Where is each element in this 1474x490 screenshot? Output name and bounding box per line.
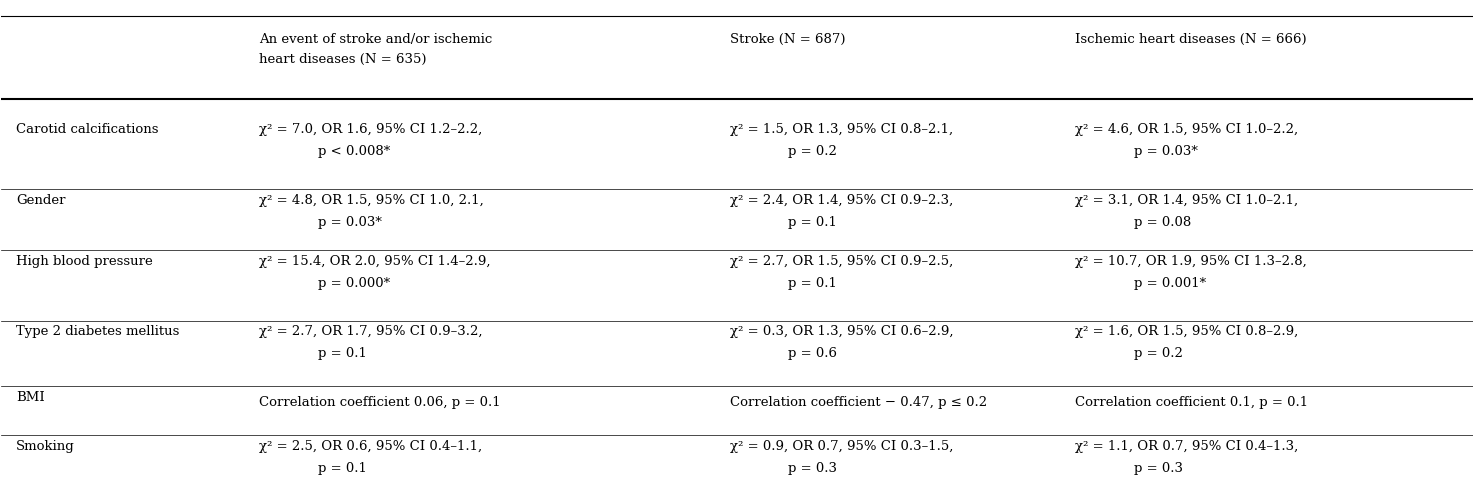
Text: heart diseases (N = 635): heart diseases (N = 635) [259, 52, 426, 66]
Text: χ² = 0.9, OR 0.7, 95% CI 0.3–1.5,: χ² = 0.9, OR 0.7, 95% CI 0.3–1.5, [730, 440, 954, 453]
Text: Ischemic heart diseases (N = 666): Ischemic heart diseases (N = 666) [1076, 33, 1307, 46]
Text: High blood pressure: High blood pressure [16, 255, 153, 268]
Text: χ² = 1.6, OR 1.5, 95% CI 0.8–2.9,: χ² = 1.6, OR 1.5, 95% CI 0.8–2.9, [1076, 325, 1299, 339]
Text: p = 0.08: p = 0.08 [1134, 216, 1191, 229]
Text: χ² = 4.8, OR 1.5, 95% CI 1.0, 2.1,: χ² = 4.8, OR 1.5, 95% CI 1.0, 2.1, [259, 194, 483, 207]
Text: Stroke (N = 687): Stroke (N = 687) [730, 33, 845, 46]
Text: p = 0.1: p = 0.1 [318, 347, 367, 360]
Text: Correlation coefficient − 0.47, p ≤ 0.2: Correlation coefficient − 0.47, p ≤ 0.2 [730, 396, 986, 409]
Text: Type 2 diabetes mellitus: Type 2 diabetes mellitus [16, 325, 180, 339]
Text: p < 0.008*: p < 0.008* [318, 145, 391, 158]
Text: χ² = 1.1, OR 0.7, 95% CI 0.4–1.3,: χ² = 1.1, OR 0.7, 95% CI 0.4–1.3, [1076, 440, 1299, 453]
Text: Correlation coefficient 0.06, p = 0.1: Correlation coefficient 0.06, p = 0.1 [259, 396, 501, 409]
Text: χ² = 0.3, OR 1.3, 95% CI 0.6–2.9,: χ² = 0.3, OR 1.3, 95% CI 0.6–2.9, [730, 325, 954, 339]
Text: Correlation coefficient 0.1, p = 0.1: Correlation coefficient 0.1, p = 0.1 [1076, 396, 1309, 409]
Text: p = 0.1: p = 0.1 [789, 277, 837, 290]
Text: χ² = 15.4, OR 2.0, 95% CI 1.4–2.9,: χ² = 15.4, OR 2.0, 95% CI 1.4–2.9, [259, 255, 491, 268]
Text: p = 0.1: p = 0.1 [789, 216, 837, 229]
Text: χ² = 7.0, OR 1.6, 95% CI 1.2–2.2,: χ² = 7.0, OR 1.6, 95% CI 1.2–2.2, [259, 123, 482, 136]
Text: χ² = 2.5, OR 0.6, 95% CI 0.4–1.1,: χ² = 2.5, OR 0.6, 95% CI 0.4–1.1, [259, 440, 482, 453]
Text: p = 0.2: p = 0.2 [1134, 347, 1184, 360]
Text: p = 0.03*: p = 0.03* [318, 216, 382, 229]
Text: χ² = 1.5, OR 1.3, 95% CI 0.8–2.1,: χ² = 1.5, OR 1.3, 95% CI 0.8–2.1, [730, 123, 952, 136]
Text: χ² = 10.7, OR 1.9, 95% CI 1.3–2.8,: χ² = 10.7, OR 1.9, 95% CI 1.3–2.8, [1076, 255, 1307, 268]
Text: BMI: BMI [16, 391, 44, 404]
Text: An event of stroke and/or ischemic: An event of stroke and/or ischemic [259, 33, 492, 46]
Text: χ² = 2.7, OR 1.5, 95% CI 0.9–2.5,: χ² = 2.7, OR 1.5, 95% CI 0.9–2.5, [730, 255, 952, 268]
Text: p = 0.000*: p = 0.000* [318, 277, 389, 290]
Text: p = 0.3: p = 0.3 [789, 462, 837, 475]
Text: Gender: Gender [16, 194, 66, 207]
Text: Carotid calcifications: Carotid calcifications [16, 123, 159, 136]
Text: p = 0.1: p = 0.1 [318, 462, 367, 475]
Text: χ² = 2.7, OR 1.7, 95% CI 0.9–3.2,: χ² = 2.7, OR 1.7, 95% CI 0.9–3.2, [259, 325, 482, 339]
Text: p = 0.3: p = 0.3 [1134, 462, 1184, 475]
Text: p = 0.6: p = 0.6 [789, 347, 837, 360]
Text: χ² = 4.6, OR 1.5, 95% CI 1.0–2.2,: χ² = 4.6, OR 1.5, 95% CI 1.0–2.2, [1076, 123, 1299, 136]
Text: χ² = 2.4, OR 1.4, 95% CI 0.9–2.3,: χ² = 2.4, OR 1.4, 95% CI 0.9–2.3, [730, 194, 952, 207]
Text: Smoking: Smoking [16, 440, 75, 453]
Text: p = 0.03*: p = 0.03* [1134, 145, 1198, 158]
Text: p = 0.2: p = 0.2 [789, 145, 837, 158]
Text: p = 0.001*: p = 0.001* [1134, 277, 1206, 290]
Text: χ² = 3.1, OR 1.4, 95% CI 1.0–2.1,: χ² = 3.1, OR 1.4, 95% CI 1.0–2.1, [1076, 194, 1299, 207]
